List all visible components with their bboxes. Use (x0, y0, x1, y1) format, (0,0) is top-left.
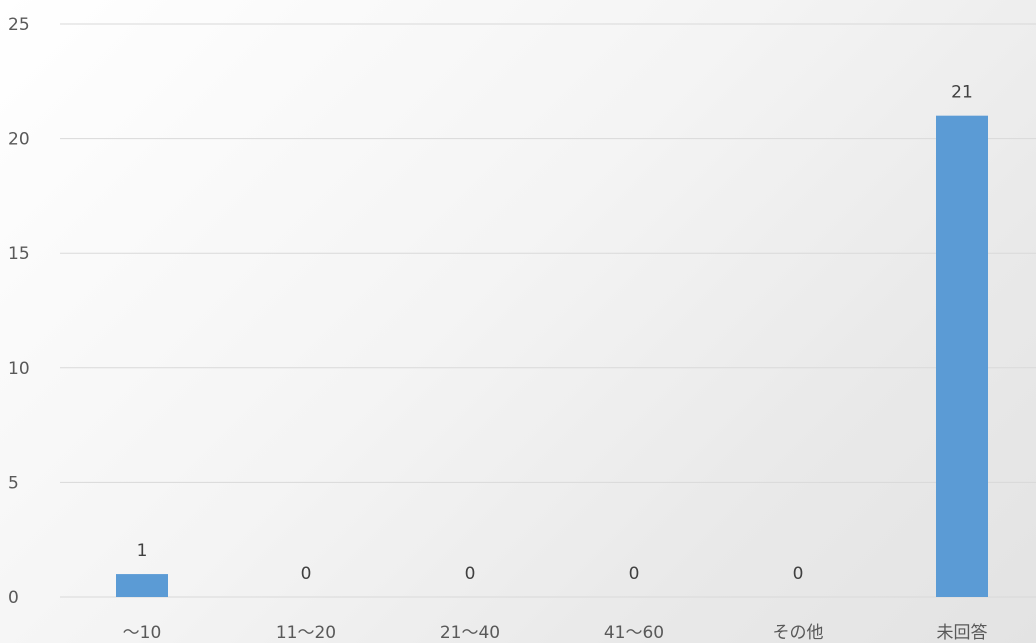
x-tick-label: ～10 (123, 623, 162, 643)
y-tick-label: 25 (8, 15, 30, 35)
data-label: 0 (793, 564, 804, 584)
y-tick-label: 5 (8, 473, 19, 493)
y-axis-tick-labels: 0 5 10 15 20 25 (8, 15, 30, 608)
x-tick-label: 11～20 (276, 623, 336, 643)
y-tick-label: 0 (8, 588, 19, 608)
bar (116, 574, 168, 597)
data-label: 0 (465, 564, 476, 584)
data-label: 21 (951, 83, 973, 103)
x-tick-label: 未回答 (937, 623, 988, 643)
x-tick-label: 21～40 (440, 623, 500, 643)
data-labels: 1 0 0 0 0 21 (137, 83, 973, 584)
data-label: 0 (629, 564, 640, 584)
y-tick-label: 20 (8, 130, 30, 150)
x-axis-tick-labels: ～10 11～20 21～40 41～60 その他 未回答 (123, 623, 988, 643)
x-tick-label: 41～60 (604, 623, 664, 643)
bars (116, 115, 988, 598)
data-label: 0 (301, 564, 312, 584)
bar (936, 115, 988, 598)
gridlines (60, 23, 1036, 598)
y-tick-label: 15 (8, 244, 30, 264)
x-tick-label: その他 (773, 623, 824, 643)
y-tick-label: 10 (8, 359, 30, 379)
data-label: 1 (137, 541, 148, 561)
